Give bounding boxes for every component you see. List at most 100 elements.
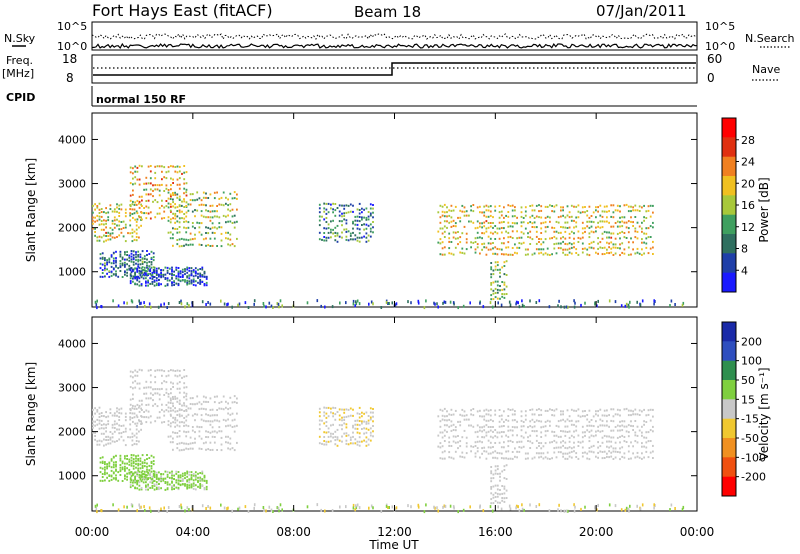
velocity-echo-cell — [153, 480, 156, 482]
power-echo-cell — [149, 270, 152, 272]
velocity-echo-cell — [318, 435, 321, 438]
power-echo-cell — [132, 250, 135, 253]
power-echo-cell — [503, 206, 505, 209]
velocity-echo-cell — [641, 457, 643, 460]
velocity-echo-cell — [343, 422, 346, 425]
velocity-echo-cell — [544, 442, 547, 445]
power-echo-cell — [129, 182, 132, 185]
velocity-echo-cell — [218, 430, 221, 433]
velocity-echo-cell — [354, 442, 357, 445]
power-echo-cell — [181, 268, 184, 271]
power-echo-cell — [236, 197, 238, 200]
power-echo-cell — [171, 277, 173, 280]
power-echo-cell — [178, 187, 181, 190]
power-echo-cell — [570, 252, 573, 255]
velocity-echo-cell — [167, 506, 170, 509]
velocity-echo-cell — [367, 428, 370, 431]
velocity-echo-cell — [523, 508, 525, 512]
velocity-echo-cell — [106, 472, 108, 475]
power-echo-cell — [140, 301, 142, 305]
velocity-echo-cell — [147, 386, 150, 389]
velocity-echo-cell — [145, 404, 148, 406]
power-echo-cell — [229, 244, 232, 247]
power-echo-cell — [479, 301, 481, 305]
velocity-echo-cell — [443, 457, 446, 460]
power-echo-cell — [109, 238, 112, 241]
velocity-echo-cell — [107, 420, 110, 423]
velocity-echo-cell — [163, 421, 166, 423]
velocity-echo-cell — [341, 408, 343, 411]
velocity-echo-cell — [581, 451, 584, 454]
power-echo-cell — [194, 215, 196, 218]
power-echo-cell — [166, 283, 169, 286]
power-echo-cell — [203, 284, 206, 287]
velocity-echo-cell — [141, 465, 144, 467]
power-echo-cell — [142, 273, 145, 276]
velocity-echo-cell — [639, 507, 642, 511]
power-echo-cell — [104, 257, 106, 260]
power-echo-cell — [555, 237, 558, 240]
power-echo-cell — [131, 203, 134, 206]
power-echo-cell — [173, 280, 175, 283]
velocity-echo-cell — [620, 508, 623, 512]
power-echo-cell — [135, 251, 137, 254]
power-echo-cell — [343, 228, 346, 231]
power-echo-cell — [149, 217, 152, 220]
power-echo-cell — [606, 210, 608, 213]
power-echo-cell — [98, 202, 101, 205]
velocity-echo-cell — [149, 392, 152, 395]
power-echo-cell — [132, 261, 135, 264]
power-echo-cell — [520, 211, 523, 214]
velocity-echo-cell — [492, 493, 495, 496]
power-echo-cell — [581, 232, 584, 235]
power-echo-cell — [597, 221, 599, 224]
velocity-echo-cell — [185, 415, 188, 418]
velocity-echo-cell — [505, 478, 508, 480]
velocity-echo-cell — [323, 443, 326, 446]
power-echo-cell — [620, 304, 623, 308]
power-echo-cell — [492, 226, 494, 229]
velocity-echo-cell — [610, 451, 613, 454]
velocity-echo-cell — [489, 426, 492, 428]
velocity-echo-cell — [560, 451, 562, 454]
power-echo-cell — [123, 301, 125, 305]
velocity-echo-cell — [205, 480, 208, 482]
power-echo-cell — [520, 206, 523, 209]
power-echo-cell — [170, 195, 172, 198]
velocity-echo-cell — [218, 401, 221, 404]
power-echo-cell — [653, 302, 655, 306]
power-echo-cell — [343, 215, 346, 217]
velocity-echo-cell — [189, 442, 192, 445]
power-echo-cell — [503, 273, 506, 276]
velocity-echo-cell — [134, 471, 136, 474]
velocity-echo-cell — [143, 461, 146, 464]
power-echo-cell — [202, 191, 205, 194]
velocity-echo-cell — [104, 466, 106, 469]
power-echo-cell — [100, 223, 103, 226]
power-echo-cell — [231, 305, 233, 309]
power-echo-cell — [494, 265, 497, 268]
power-echo-cell — [354, 219, 357, 222]
velocity-echo-cell — [625, 441, 628, 443]
power-echo-cell — [461, 232, 464, 235]
power-echo-cell — [139, 270, 142, 273]
velocity-echo-cell — [120, 407, 123, 410]
power-echo-cell — [202, 215, 205, 218]
power-echo-cell — [365, 223, 368, 226]
power-echo-cell — [99, 253, 102, 256]
power-echo-cell — [121, 258, 124, 261]
power-echo-cell — [560, 226, 562, 228]
velocity-echo-cell — [183, 382, 186, 385]
velocity-echo-cell — [352, 435, 354, 438]
velocity-echo-cell — [584, 451, 586, 454]
velocity-echo-cell — [446, 415, 448, 418]
power-echo-cell — [209, 227, 212, 230]
velocity-echo-cell — [321, 442, 323, 445]
velocity-echo-cell — [653, 503, 655, 507]
power-echo-cell — [588, 246, 591, 249]
power-echo-cell — [151, 280, 154, 283]
velocity-echo-cell — [636, 413, 639, 416]
power-echo-cell — [531, 226, 534, 228]
power-echo-cell — [318, 203, 321, 206]
power-echo-cell — [146, 261, 148, 264]
